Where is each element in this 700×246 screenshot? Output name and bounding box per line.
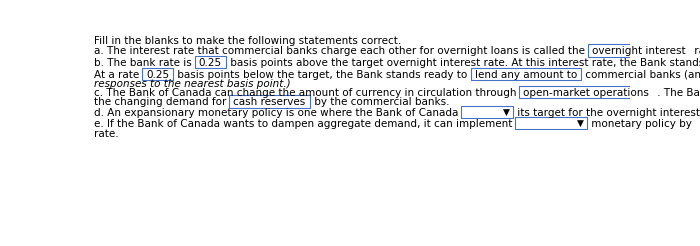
Text: monetary policy by: monetary policy by (588, 119, 696, 129)
Text: the changing demand for: the changing demand for (94, 97, 230, 107)
Bar (142, 68, 174, 80)
Bar (471, 68, 581, 80)
Text: . The Bank conducts these transactions to accommodate: . The Bank conducts these transactions t… (654, 88, 700, 98)
Bar (461, 106, 513, 119)
Bar (515, 117, 587, 129)
Text: lend any amount to: lend any amount to (475, 70, 577, 79)
Text: commercial banks (and pay that rate of interest).: commercial banks (and pay that rate of i… (582, 70, 700, 79)
Text: e. If the Bank of Canada wants to dampen aggregate demand, it can implement: e. If the Bank of Canada wants to dampen… (94, 119, 515, 129)
Text: basis points above the target overnight interest rate. At this interest rate, th: basis points above the target overnight … (227, 58, 700, 68)
Text: ▼: ▼ (503, 108, 510, 117)
Text: rate.: rate. (691, 46, 700, 57)
Text: rate.: rate. (94, 129, 118, 139)
Bar (230, 95, 309, 108)
Text: At a rate: At a rate (94, 70, 142, 79)
Text: a. The interest rate that commercial banks charge each other for overnight loans: a. The interest rate that commercial ban… (94, 46, 588, 57)
Text: Fill in the blanks to make the following statements correct.: Fill in the blanks to make the following… (94, 36, 401, 46)
Bar (696, 117, 700, 129)
Text: cash reserves: cash reserves (233, 97, 306, 107)
Text: open-market operations: open-market operations (524, 88, 650, 98)
Bar (195, 56, 226, 68)
Bar (519, 86, 653, 98)
Bar (588, 45, 690, 57)
Text: 0.25: 0.25 (199, 58, 222, 68)
Text: its target for the overnight interest rate.: its target for the overnight interest ra… (514, 108, 700, 118)
Text: ▼: ▼ (578, 119, 584, 128)
Text: c. The Bank of Canada can change the amount of currency in circulation through: c. The Bank of Canada can change the amo… (94, 88, 519, 98)
Text: by the commercial banks.: by the commercial banks. (311, 97, 449, 107)
Text: overnight interest: overnight interest (592, 46, 685, 57)
Text: basis points below the target, the Bank stands ready to: basis points below the target, the Bank … (174, 70, 471, 79)
Text: 0.25: 0.25 (146, 70, 169, 79)
Text: d. An expansionary monetary policy is one where the Bank of Canada: d. An expansionary monetary policy is on… (94, 108, 461, 118)
Text: b. The bank rate is: b. The bank rate is (94, 58, 195, 68)
Text: responses to the nearest basis point.): responses to the nearest basis point.) (94, 79, 290, 89)
